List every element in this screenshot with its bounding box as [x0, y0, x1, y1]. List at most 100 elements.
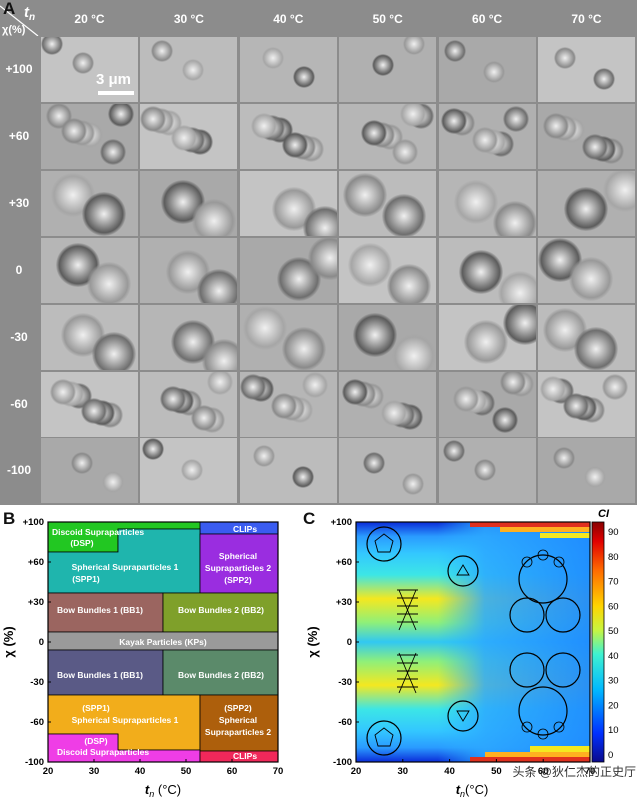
- sem-image-cell: [239, 37, 337, 102]
- particle-blob: [100, 138, 126, 165]
- particle-blob: [502, 304, 536, 345]
- phase-x-tick-label: 40: [135, 766, 146, 777]
- particle-blob: [301, 371, 328, 398]
- region-label-bb1-bot: Bow Bundles 1 (BB1): [57, 670, 143, 680]
- phase-y-tick-label: -60: [30, 717, 44, 728]
- particle-blob: [108, 103, 134, 127]
- region-label-dsp-bot-abbr: (DSP): [84, 736, 107, 746]
- sem-image-cell: [140, 304, 238, 370]
- region-label-spp1-bot-abbr: (SPP1): [82, 703, 110, 713]
- region-label-dsp-top-abbr: (DSP): [70, 538, 93, 548]
- sem-image-cell: [140, 170, 238, 236]
- sem-image-cell: [41, 170, 138, 236]
- particle-blob: [540, 375, 566, 402]
- sem-image-cell: [41, 237, 138, 303]
- particle-blob: [142, 438, 165, 461]
- particle-blob: [392, 333, 437, 370]
- colorbar-tick-label: 60: [608, 601, 619, 612]
- heatmap-y-tick-label: -60: [338, 717, 352, 728]
- colorbar-tick-label: 10: [608, 725, 619, 736]
- colorbar-tick-label: 0: [608, 750, 613, 761]
- particle-blob: [482, 61, 505, 83]
- particle-blob: [239, 373, 266, 400]
- particle-blob: [543, 112, 569, 139]
- particle-blob: [502, 105, 529, 132]
- particle-blob: [171, 124, 198, 151]
- schematic-mini-b: [537, 549, 549, 561]
- sem-image-cell: [239, 371, 337, 437]
- region-label-bb2-top: Bow Bundles 2 (BB2): [178, 605, 264, 615]
- schematic-mini-e: [537, 728, 549, 740]
- phase-y-tick-label: 0: [39, 637, 44, 648]
- phase-x-tick-label: 50: [181, 766, 192, 777]
- heatmap-yellow-band-bottom: [530, 746, 590, 752]
- region-label-spp2-top-1: Spherical: [219, 551, 257, 561]
- particle-blob: [499, 371, 526, 395]
- heatmap-temperature-fade: [356, 522, 590, 762]
- schematic-spp2-top: [518, 554, 568, 604]
- region-label-dsp-bot: Discoid Supraparticles: [57, 747, 149, 757]
- particle-blob: [343, 172, 388, 217]
- particle-blob: [582, 133, 608, 160]
- particle-blob: [492, 200, 536, 236]
- sem-image-cell: [239, 237, 337, 303]
- particle-blob: [458, 249, 503, 294]
- particle-blob: [553, 447, 575, 470]
- particle-blob: [182, 59, 205, 81]
- particle-blob: [292, 66, 315, 88]
- particle-blob: [291, 466, 314, 489]
- particle-blob: [382, 193, 427, 236]
- particle-blob: [181, 459, 204, 482]
- phase-x-tick-label: 70: [273, 766, 284, 777]
- particle-blob: [403, 37, 426, 55]
- colorbar-tick-label: 80: [608, 552, 619, 563]
- particle-blob: [250, 112, 277, 139]
- heatmap-y-tick-label: -30: [338, 677, 352, 688]
- particle-blob: [87, 261, 131, 303]
- colorbar-tick-label: 50: [608, 626, 619, 637]
- schematic-triangle-top: [456, 564, 470, 576]
- particle-blob: [82, 191, 126, 236]
- region-label-spp1-bot: Spherical Supraparticles 1: [72, 715, 179, 725]
- sem-image-cell: [339, 103, 437, 169]
- region-label-spp2-top-2: Supraparticles 2: [205, 563, 271, 573]
- particle-blob: [192, 198, 237, 236]
- particle-blob: [453, 179, 498, 224]
- sem-image-cell: [438, 237, 536, 303]
- column-header: 30 °C: [173, 12, 204, 26]
- heatmap-hot-band-top: [470, 522, 590, 527]
- sem-image-cell: [239, 103, 337, 169]
- phase-y-tick-label: +100: [23, 517, 44, 528]
- particle-blob: [387, 263, 432, 303]
- phase-y-tick-label: +30: [28, 597, 44, 608]
- schematic-lattice-top: [397, 589, 418, 631]
- sem-image-cell: [538, 438, 635, 504]
- row-header: -30: [10, 329, 28, 344]
- sem-image-cell: [41, 438, 138, 504]
- particle-blob: [491, 406, 518, 433]
- colorbar-tick-label: 20: [608, 700, 619, 711]
- sem-image-cell: [239, 304, 337, 370]
- region-label-spp1-top-abbr: (SPP1): [72, 574, 100, 584]
- particle-blob: [202, 338, 238, 370]
- watermark: 头条 @狄仁杰的正史厅: [512, 764, 636, 779]
- sem-image-cell: [538, 170, 635, 236]
- particle-blob: [574, 326, 618, 370]
- particle-blob: [361, 119, 388, 146]
- particle-blob: [497, 270, 536, 303]
- colorbar: [591, 521, 605, 763]
- colorbar-tick-label: 30: [608, 676, 619, 687]
- particle-blob: [197, 268, 238, 303]
- structure-schematics: [366, 526, 581, 756]
- sem-image-cell: [538, 237, 635, 303]
- particle-blob: [381, 399, 408, 426]
- sem-image-cell: [140, 237, 238, 303]
- sem-image-cell: [538, 37, 635, 102]
- particle-blob: [473, 459, 496, 482]
- schematic-spp2-bottom: [518, 686, 568, 736]
- column-header: 40 °C: [273, 12, 304, 26]
- region-label-bb1-top: Bow Bundles 1 (BB1): [57, 605, 143, 615]
- phase-x-tick-label: 60: [227, 766, 238, 777]
- colorbar-tick-label: 90: [608, 527, 619, 538]
- region-label-spp2-bot-2: Supraparticles 2: [205, 727, 271, 737]
